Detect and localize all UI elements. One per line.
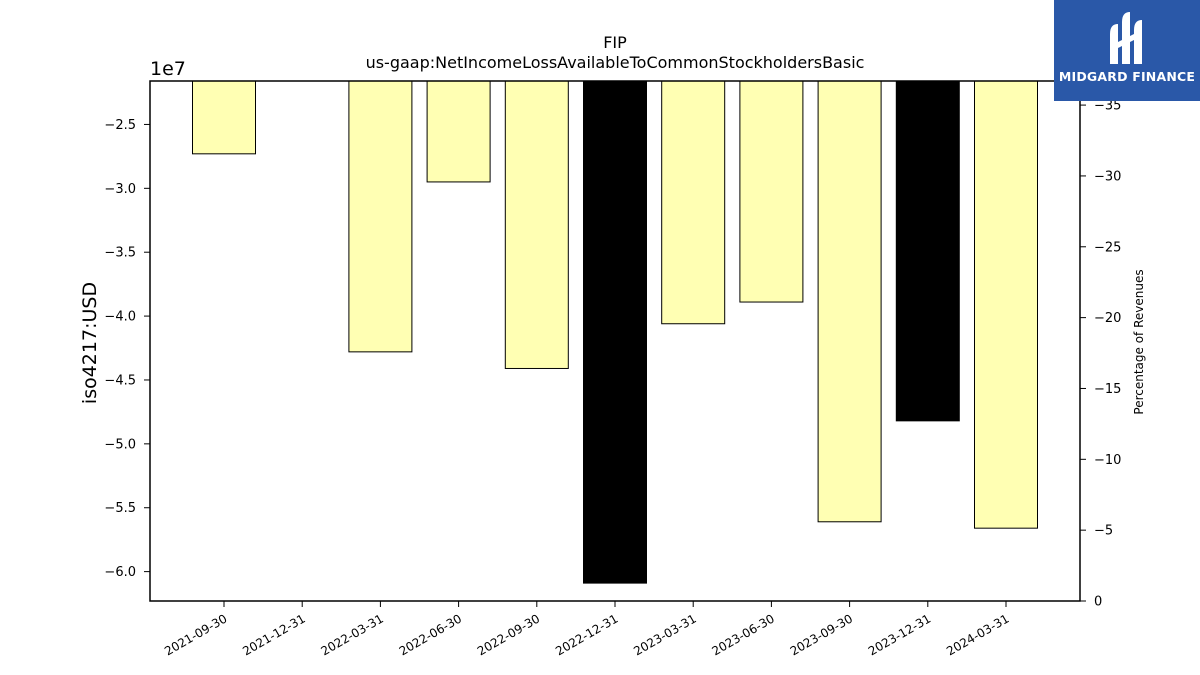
logo-text: MIDGARD FINANCE bbox=[1058, 69, 1196, 84]
y-tick-label: −2.5 bbox=[104, 118, 136, 133]
y2-tick-label: −30 bbox=[1094, 169, 1121, 184]
bar-2023-09-30 bbox=[817, 80, 882, 523]
bar-2024-03-31 bbox=[974, 80, 1038, 529]
bar-2022-09-30 bbox=[504, 80, 569, 369]
x-tick-label: 2021-09-30 bbox=[162, 611, 229, 658]
x-tick-label: 2021-12-31 bbox=[240, 611, 307, 658]
x-tick-label: 2023-12-31 bbox=[866, 611, 933, 658]
y2-tick-label: −25 bbox=[1094, 240, 1121, 255]
y-axis-label: iso4217:USD bbox=[79, 282, 101, 404]
bar-2022-12-31 bbox=[583, 80, 647, 584]
y-offset-label: 1e7 bbox=[150, 58, 186, 80]
y-tick-label: −3.0 bbox=[104, 182, 136, 197]
bar-2021-09-30 bbox=[192, 80, 256, 155]
bar-2023-06-30 bbox=[739, 80, 804, 303]
y-tick-label: −4.5 bbox=[104, 373, 136, 388]
x-tick-label: 2023-03-31 bbox=[631, 611, 698, 658]
y-tick-label: −4.0 bbox=[104, 310, 136, 325]
y-tick-label: −5.5 bbox=[104, 501, 136, 516]
x-tick-label: 2024-03-31 bbox=[944, 611, 1011, 658]
x-tick-label: 2022-12-31 bbox=[553, 611, 620, 658]
bar-2022-06-30 bbox=[426, 80, 491, 183]
y2-axis-label: Percentage of Revenues bbox=[1132, 269, 1146, 414]
x-tick-label: 2023-09-30 bbox=[788, 611, 855, 658]
bar-2022-03-31 bbox=[348, 80, 413, 353]
chart-subtitle: us-gaap:NetIncomeLossAvailableToCommonSt… bbox=[366, 53, 865, 72]
y2-tick-label: −20 bbox=[1094, 311, 1121, 326]
y2-tick-label: 0 bbox=[1094, 595, 1102, 610]
y2-tick-label: −15 bbox=[1094, 382, 1121, 397]
y-tick-label: −3.5 bbox=[104, 246, 136, 261]
y-tick-label: −6.0 bbox=[104, 565, 136, 580]
x-tick-label: 2022-09-30 bbox=[475, 611, 542, 658]
x-tick-label: 2022-03-31 bbox=[318, 611, 385, 658]
x-tick-label: 2022-06-30 bbox=[397, 611, 464, 658]
x-tick-label: 2023-06-30 bbox=[709, 611, 776, 658]
chart-title: FIP bbox=[603, 33, 627, 52]
y2-tick-label: −10 bbox=[1094, 453, 1121, 468]
plot-frame bbox=[149, 80, 1081, 602]
y2-tick-label: −35 bbox=[1094, 99, 1121, 114]
midgard-logo-icon bbox=[1110, 12, 1142, 64]
midgard-finance-logo: MIDGARD FINANCE bbox=[1054, 0, 1200, 101]
y2-tick-label: −5 bbox=[1094, 524, 1113, 539]
bar-2023-03-31 bbox=[661, 80, 726, 325]
y-tick-label: −5.0 bbox=[104, 437, 136, 452]
bar-2023-12-31 bbox=[895, 80, 960, 422]
